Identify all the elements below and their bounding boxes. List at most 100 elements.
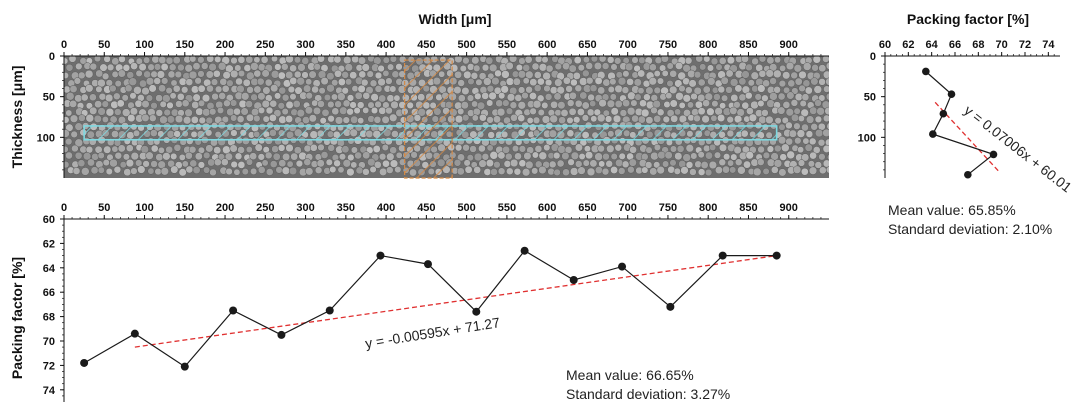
fiber	[303, 84, 312, 93]
fiber	[601, 62, 610, 70]
series-line	[925, 71, 995, 176]
fiber	[214, 56, 222, 63]
fiber	[773, 69, 782, 79]
fiber	[333, 56, 342, 64]
fiber	[514, 94, 523, 102]
fiber	[729, 78, 739, 87]
fiber	[711, 86, 719, 94]
fiber	[667, 165, 676, 174]
fiber	[129, 107, 138, 116]
fiber	[65, 63, 74, 72]
fiber	[141, 86, 150, 96]
fiber	[581, 101, 590, 110]
fiber	[481, 92, 490, 100]
fiber	[377, 77, 386, 87]
fiber	[684, 56, 693, 65]
fiber	[270, 70, 280, 79]
fiber	[337, 92, 346, 101]
fiber	[398, 56, 407, 64]
fiber	[105, 167, 113, 176]
fiber	[229, 99, 238, 107]
fiber	[834, 166, 841, 173]
fiber	[750, 71, 759, 80]
fiber	[710, 114, 718, 122]
fiber	[697, 168, 706, 176]
fiber	[665, 92, 673, 100]
fiber	[602, 152, 610, 161]
fiber	[654, 56, 663, 65]
fiber	[257, 92, 266, 101]
fiber	[209, 168, 217, 177]
fiber	[143, 70, 151, 79]
fiber	[694, 160, 702, 169]
fiber	[222, 71, 231, 80]
fiber	[602, 78, 611, 87]
fiber	[560, 109, 569, 117]
fiber	[318, 87, 326, 95]
right-chart-series	[922, 67, 998, 179]
fiber	[289, 64, 297, 73]
fiber	[517, 86, 526, 94]
fiber	[85, 84, 94, 93]
fiber	[105, 107, 115, 117]
fiber	[453, 159, 462, 167]
x-tick-label: 500	[457, 39, 475, 51]
x-tick-label: 650	[578, 39, 596, 51]
fiber	[236, 115, 245, 123]
fiber	[296, 108, 305, 118]
fiber	[505, 152, 513, 161]
fiber	[570, 78, 578, 87]
fiber	[245, 158, 254, 166]
fiber	[631, 114, 639, 123]
fiber	[462, 143, 470, 152]
fiber	[848, 71, 855, 78]
fiber	[832, 160, 839, 167]
fiber	[327, 144, 335, 152]
fiber	[550, 100, 559, 109]
fiber	[525, 160, 534, 170]
fiber	[78, 114, 86, 122]
fiber	[184, 64, 193, 73]
x-tick-label: 600	[538, 39, 556, 51]
fiber	[653, 86, 661, 95]
fiber	[64, 129, 70, 138]
fiber	[220, 158, 229, 166]
fiber	[101, 116, 109, 123]
fiber	[478, 159, 487, 168]
fiber	[214, 85, 223, 93]
fiber	[488, 91, 497, 101]
fiber	[221, 84, 230, 93]
fiber	[454, 144, 463, 152]
fiber	[378, 94, 387, 103]
fiber	[189, 56, 197, 63]
fiber	[491, 76, 500, 86]
fiber	[350, 115, 359, 124]
data-point	[423, 260, 432, 269]
x-tick-label: 750	[659, 202, 677, 214]
fiber	[177, 63, 185, 72]
fiber	[223, 99, 231, 108]
fiber	[849, 107, 857, 115]
fiber	[666, 79, 674, 88]
fiber	[94, 100, 103, 109]
fiber	[460, 101, 469, 110]
fiber	[205, 70, 214, 79]
fiber	[778, 79, 787, 88]
x-tick-label: 350	[337, 202, 355, 214]
fiber	[687, 101, 694, 109]
fiber	[522, 77, 530, 85]
fiber	[538, 165, 547, 175]
fiber	[346, 167, 355, 177]
fiber	[203, 151, 211, 160]
fiber	[639, 99, 647, 108]
fiber	[802, 62, 812, 71]
fiber	[634, 93, 642, 101]
fiber	[378, 106, 387, 115]
fiber	[288, 166, 298, 176]
fiber	[226, 79, 234, 87]
fiber	[390, 100, 399, 110]
fiber	[106, 153, 114, 161]
fiber	[68, 56, 77, 63]
fiber	[699, 63, 707, 71]
